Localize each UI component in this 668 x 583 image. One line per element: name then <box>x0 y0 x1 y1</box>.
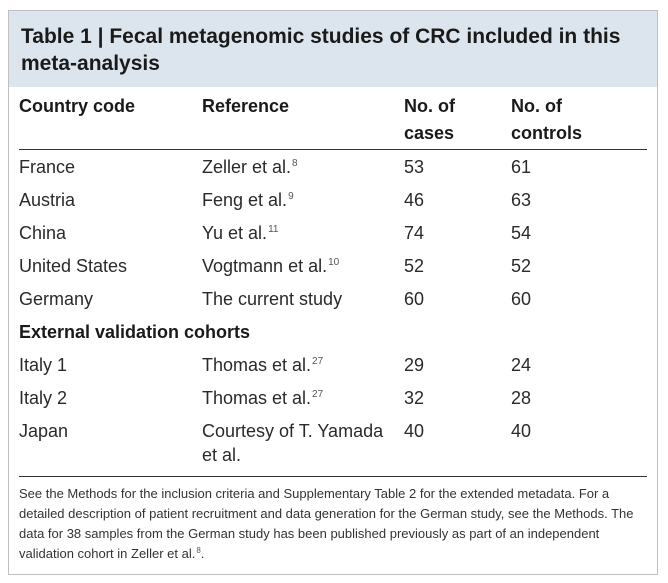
column-header-controls: No. of controls <box>511 96 583 143</box>
column-header-reference: Reference <box>202 96 290 116</box>
cell-country: Austria <box>19 190 76 210</box>
citation-number: 9 <box>288 191 294 202</box>
cell-controls: 28 <box>511 388 532 408</box>
citation-number: 8 <box>196 546 201 555</box>
citation-number: 11 <box>268 224 279 235</box>
cell-controls: 54 <box>511 223 532 243</box>
column-header-row: Country code Reference No. of cases No. … <box>19 93 647 150</box>
cell-reference: Thomas et al.27 <box>202 355 324 375</box>
cell-country: China <box>19 223 67 243</box>
cell-cases: 60 <box>404 289 425 309</box>
table-row: China Yu et al.11 74 54 <box>19 217 647 250</box>
cell-cases: 53 <box>404 157 425 177</box>
table-row: France Zeller et al.8 53 61 <box>19 151 647 184</box>
cell-reference: Thomas et al.27 <box>202 388 324 408</box>
table-footnote: See the Methods for the inclusion criter… <box>19 486 634 561</box>
table-row: Italy 2 Thomas et al.27 32 28 <box>19 382 647 415</box>
cell-cases: 46 <box>404 190 425 210</box>
cell-country: France <box>19 157 76 177</box>
table-row: United States Vogtmann et al.10 52 52 <box>19 250 647 283</box>
cell-country: Germany <box>19 289 94 309</box>
cell-controls: 52 <box>511 256 532 276</box>
section-subheading: External validation cohorts <box>19 322 251 342</box>
cell-reference: The current study <box>202 289 343 309</box>
table-row: Austria Feng et al.9 46 63 <box>19 184 647 217</box>
table-row: Italy 1 Thomas et al.27 29 24 <box>19 349 647 382</box>
citation-number: 27 <box>312 389 324 400</box>
cell-controls: 40 <box>511 421 532 441</box>
cell-controls: 63 <box>511 190 532 210</box>
cell-reference: Vogtmann et al.10 <box>202 256 340 276</box>
cell-reference: Yu et al.11 <box>202 223 279 243</box>
cell-country: Japan <box>19 421 69 441</box>
table-row: Japan Courtesy of T. Yamada et al. 40 40 <box>19 415 647 467</box>
cell-controls: 61 <box>511 157 532 177</box>
footer-divider <box>19 476 647 477</box>
cell-country: United States <box>19 256 128 276</box>
table-panel: Table 1 | Fecal metagenomic studies of C… <box>8 10 658 575</box>
column-header-cases: No. of cases <box>404 96 455 143</box>
cell-country: Italy 1 <box>19 355 68 375</box>
table-body: France Zeller et al.8 53 61 Austria Feng… <box>19 151 647 467</box>
cell-cases: 29 <box>404 355 425 375</box>
cell-reference: Courtesy of T. Yamada et al. <box>202 421 384 465</box>
cell-cases: 74 <box>404 223 425 243</box>
cell-cases: 40 <box>404 421 425 441</box>
cell-reference: Feng et al.9 <box>202 190 294 210</box>
cell-controls: 60 <box>511 289 532 309</box>
table-header-band: Table 1 | Fecal metagenomic studies of C… <box>9 11 657 87</box>
cell-controls: 24 <box>511 355 532 375</box>
table-row: Germany The current study 60 60 <box>19 283 647 316</box>
table-title: Table 1 | Fecal metagenomic studies of C… <box>21 25 621 75</box>
citation-number: 10 <box>328 257 340 268</box>
cell-cases: 52 <box>404 256 425 276</box>
column-header-country: Country code <box>19 96 136 116</box>
cell-cases: 32 <box>404 388 425 408</box>
cell-country: Italy 2 <box>19 388 68 408</box>
citation-number: 27 <box>312 356 324 367</box>
cell-reference: Zeller et al.8 <box>202 157 298 177</box>
citation-number: 8 <box>292 158 298 169</box>
